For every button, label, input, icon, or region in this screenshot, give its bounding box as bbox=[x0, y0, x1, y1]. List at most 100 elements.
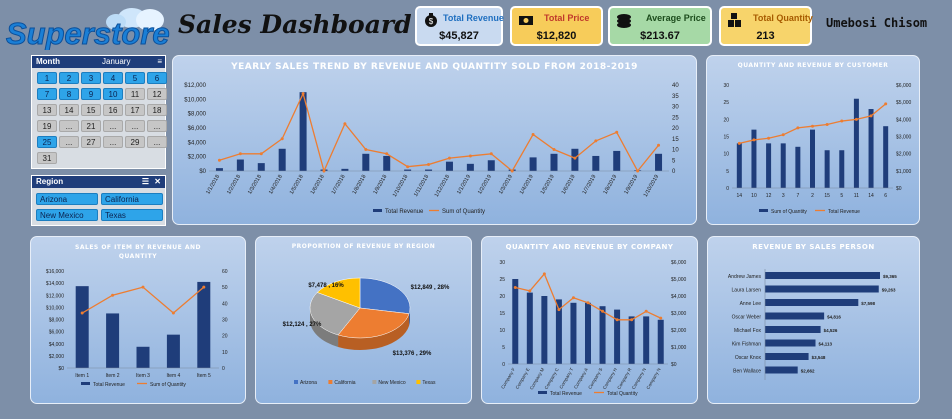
logo-text: Superstore bbox=[6, 16, 170, 50]
legend-label: Total Revenue bbox=[385, 209, 424, 215]
day-button[interactable]: 11 bbox=[125, 88, 145, 100]
day-button[interactable]: 8 bbox=[59, 88, 79, 100]
bar bbox=[166, 334, 180, 368]
y2-tick-label: 20 bbox=[222, 334, 228, 340]
x-tick-label: 7 bbox=[796, 193, 799, 199]
day-button[interactable]: 29 bbox=[125, 136, 145, 148]
pie-slice bbox=[316, 277, 361, 309]
day-button[interactable]: ... bbox=[147, 120, 167, 132]
kpi-total-revenue: $ Total Revenue $45,827 bbox=[415, 6, 504, 46]
bar bbox=[613, 150, 621, 171]
bar bbox=[751, 129, 757, 188]
day-button[interactable]: 7 bbox=[37, 88, 57, 100]
bar bbox=[592, 155, 600, 171]
line-point bbox=[141, 285, 145, 289]
y2-tick-label: $1,000 bbox=[671, 345, 687, 351]
line-point bbox=[781, 133, 785, 137]
day-button[interactable]: ... bbox=[147, 136, 167, 148]
slicer-header: Month January ≡ bbox=[32, 56, 165, 68]
line-point bbox=[552, 148, 556, 151]
line-point bbox=[510, 169, 514, 173]
line-point bbox=[840, 119, 844, 123]
day-button[interactable]: 6 bbox=[147, 72, 167, 84]
bar bbox=[541, 296, 548, 364]
day-button[interactable]: ... bbox=[103, 136, 123, 148]
customer-panel: QUANTITY AND REVENUE BY CUSTOMER 30 25 20 1… bbox=[706, 55, 920, 225]
day-button[interactable]: 3 bbox=[81, 72, 101, 84]
day-button[interactable]: 18 bbox=[147, 104, 167, 116]
region-panel: PROPORTION OF REVENUE BY REGION $12,849 … bbox=[255, 236, 472, 404]
day-button[interactable]: 27 bbox=[81, 136, 101, 148]
day-button[interactable]: 9 bbox=[81, 88, 101, 100]
day-button[interactable]: ... bbox=[59, 120, 79, 132]
pie-data-label: $7,478 , 16% bbox=[308, 283, 344, 289]
day-button[interactable]: 25 bbox=[37, 136, 57, 148]
y-tick-label: $10,000 bbox=[46, 305, 64, 311]
day-button[interactable]: ... bbox=[125, 120, 145, 132]
legend-swatch bbox=[538, 391, 547, 394]
person-name: Andrew James bbox=[728, 274, 762, 280]
x-tick-label: 1/4/2018 bbox=[268, 174, 284, 196]
clear-filter-icon[interactable]: ✕ bbox=[154, 177, 161, 186]
legend-label: California bbox=[334, 380, 355, 386]
pie-slice bbox=[337, 307, 410, 339]
bar bbox=[766, 143, 772, 188]
day-button[interactable]: 2 bbox=[59, 72, 79, 84]
x-tick-label: 1/11/2018 bbox=[413, 174, 430, 198]
region-california[interactable]: California bbox=[101, 193, 163, 205]
line-point bbox=[594, 139, 598, 143]
day-button[interactable]: 5 bbox=[125, 72, 145, 84]
day-button[interactable]: 4 bbox=[103, 72, 123, 84]
svg-text:$: $ bbox=[429, 17, 434, 26]
bar bbox=[765, 285, 879, 293]
region-texas[interactable]: Texas bbox=[101, 209, 163, 221]
day-button[interactable]: 10 bbox=[103, 88, 123, 100]
bar-value-label: $7,598 bbox=[861, 301, 875, 306]
pie-slice-side bbox=[409, 308, 410, 326]
day-button[interactable]: 14 bbox=[59, 104, 79, 116]
day-button[interactable]: 19 bbox=[37, 120, 57, 132]
y2-tick-label: 35 bbox=[672, 94, 679, 100]
region-pie-chart: $12,849 , 28% $13,376 , 29% $12,124 , 27% $… bbox=[283, 277, 450, 386]
bar bbox=[425, 169, 433, 171]
x-tick-label: 1/5/2019 bbox=[540, 174, 556, 196]
bar bbox=[765, 299, 859, 306]
bar bbox=[883, 126, 889, 188]
yearly-sales-panel: YEARLY SALES TREND BY REVENUE AND QUANTI… bbox=[172, 55, 697, 225]
day-button[interactable]: 1 bbox=[37, 72, 57, 84]
region-arizona[interactable]: Arizona bbox=[36, 193, 98, 205]
line-point bbox=[427, 163, 431, 167]
day-button[interactable]: 17 bbox=[125, 104, 145, 116]
x-tick-label: Company S bbox=[587, 367, 603, 390]
x-tick-label: Item 1 bbox=[75, 373, 89, 379]
x-tick-label: 12 bbox=[766, 193, 772, 199]
y-tick-label: 15 bbox=[723, 135, 729, 141]
x-tick-label: 1/1/2018 bbox=[205, 174, 221, 196]
line-point bbox=[447, 156, 451, 160]
y2-tick-label: 0 bbox=[672, 169, 676, 175]
y2-tick-label: $2,000 bbox=[671, 328, 687, 334]
bar bbox=[765, 366, 798, 374]
series-line bbox=[81, 286, 205, 314]
day-button[interactable]: 12 bbox=[147, 88, 167, 100]
line-point bbox=[573, 156, 577, 160]
line-point bbox=[171, 311, 175, 315]
y-tick-label: 10 bbox=[499, 328, 505, 334]
day-button[interactable]: ... bbox=[59, 136, 79, 148]
day-button[interactable]: ... bbox=[103, 120, 123, 132]
y2-tick-label: $0 bbox=[896, 186, 902, 192]
region-new-mexico[interactable]: New Mexico bbox=[36, 209, 98, 221]
person-name: Oscar Knox bbox=[735, 355, 762, 361]
day-button[interactable]: 31 bbox=[37, 152, 57, 164]
chart-title: REVENUE BY SALES PERSON bbox=[752, 243, 875, 251]
day-button[interactable]: 21 bbox=[81, 120, 101, 132]
day-button[interactable]: 13 bbox=[37, 104, 57, 116]
bar bbox=[736, 143, 742, 188]
x-tick-label: 1/8/2018 bbox=[352, 174, 368, 196]
multi-select-icon[interactable]: ☰ bbox=[141, 177, 149, 186]
y2-tick-label: $6,000 bbox=[671, 260, 687, 266]
day-button[interactable]: 15 bbox=[81, 104, 101, 116]
slicer-selected-month[interactable]: January bbox=[102, 57, 131, 66]
day-button[interactable]: 16 bbox=[103, 104, 123, 116]
filter-icon[interactable]: ≡ bbox=[157, 57, 162, 66]
